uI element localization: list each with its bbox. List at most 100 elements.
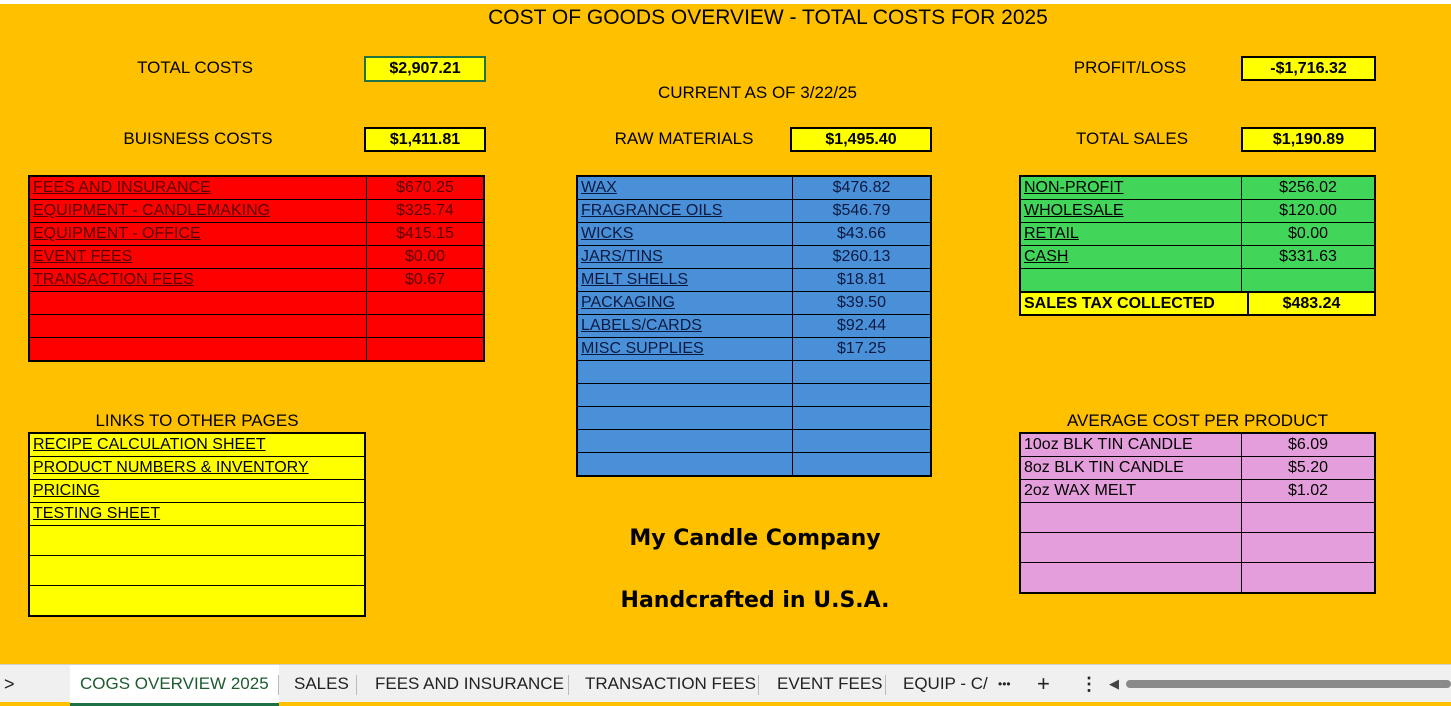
empty-cell[interactable]	[28, 555, 366, 586]
product-avg-cost[interactable]: $1.02	[1241, 479, 1376, 503]
raw-material-link[interactable]: MISC SUPPLIES	[576, 337, 793, 361]
sales-tax-value[interactable]: $483.24	[1282, 294, 1341, 312]
empty-cell[interactable]	[1241, 502, 1376, 533]
table-row: 10oz BLK TIN CANDLE $6.09	[1019, 432, 1376, 457]
empty-cell[interactable]	[576, 383, 793, 407]
sales-value[interactable]: $0.00	[1241, 222, 1376, 246]
sheet-nav-left-icon[interactable]: >	[4, 673, 15, 694]
raw-material-link[interactable]: FRAGRANCE OILS	[576, 199, 793, 223]
empty-cell[interactable]	[1241, 562, 1376, 594]
empty-cell[interactable]	[366, 314, 485, 338]
table-row: FEES AND INSURANCE $670.25	[28, 175, 485, 200]
add-sheet-icon[interactable]: +	[1037, 671, 1050, 696]
table-row: WICKS $43.66	[576, 222, 932, 246]
empty-cell[interactable]	[28, 585, 366, 617]
empty-cell[interactable]	[1019, 502, 1242, 533]
product-name[interactable]: 2oz WAX MELT	[1019, 479, 1242, 503]
raw-material-value[interactable]: $17.25	[792, 337, 932, 361]
sheet-tab-bar: > COGS OVERVIEW 2025 SALES FEES AND INSU…	[0, 664, 1451, 706]
link-product-numbers[interactable]: PRODUCT NUMBERS & INVENTORY	[28, 456, 366, 480]
tab-event-fees[interactable]: EVENT FEES	[777, 674, 883, 693]
raw-material-value[interactable]: $476.82	[792, 175, 932, 200]
raw-material-link[interactable]: WICKS	[576, 222, 793, 246]
business-cost-link[interactable]: TRANSACTION FEES	[28, 268, 367, 292]
sales-value[interactable]: $331.63	[1241, 245, 1376, 269]
sales-link[interactable]: WHOLESALE	[1019, 199, 1242, 223]
tab-fees-and-insurance[interactable]: FEES AND INSURANCE	[375, 674, 564, 693]
sheet-menu-icon[interactable]: ⋮	[1080, 673, 1098, 694]
total-sales-value[interactable]: $1,190.89	[1241, 127, 1376, 152]
horizontal-scrollbar[interactable]	[1126, 680, 1451, 688]
empty-cell[interactable]	[1019, 268, 1242, 293]
scroll-left-icon[interactable]: ◀	[1109, 676, 1119, 691]
more-tabs-icon[interactable]: •••	[998, 677, 1011, 691]
tab-equip[interactable]: EQUIP - C/	[903, 674, 988, 693]
tab-transaction-fees[interactable]: TRANSACTION FEES	[585, 674, 756, 693]
sales-link[interactable]: RETAIL	[1019, 222, 1242, 246]
tab-divider	[885, 675, 886, 695]
raw-material-value[interactable]: $92.44	[792, 314, 932, 338]
empty-cell[interactable]	[1241, 268, 1376, 293]
business-cost-link[interactable]: EVENT FEES	[28, 245, 367, 269]
empty-cell[interactable]	[792, 383, 932, 407]
product-name[interactable]: 8oz BLK TIN CANDLE	[1019, 456, 1242, 480]
sales-link[interactable]: NON-PROFIT	[1019, 175, 1242, 200]
empty-cell[interactable]	[792, 360, 932, 384]
empty-cell[interactable]	[28, 291, 367, 315]
sales-value[interactable]: $120.00	[1241, 199, 1376, 223]
business-cost-link[interactable]: FEES AND INSURANCE	[28, 175, 367, 200]
empty-cell[interactable]	[576, 360, 793, 384]
business-cost-link[interactable]: EQUIPMENT - OFFICE	[28, 222, 367, 246]
empty-cell[interactable]	[1019, 562, 1242, 594]
raw-material-value[interactable]: $260.13	[792, 245, 932, 269]
business-cost-value[interactable]: $0.67	[366, 268, 485, 292]
product-name[interactable]: 10oz BLK TIN CANDLE	[1019, 432, 1242, 457]
tab-sales[interactable]: SALES	[294, 674, 349, 693]
business-cost-link[interactable]: EQUIPMENT - CANDLEMAKING	[28, 199, 367, 223]
product-avg-cost[interactable]: $6.09	[1241, 432, 1376, 457]
empty-cell[interactable]	[366, 291, 485, 315]
raw-materials-value[interactable]: $1,495.40	[790, 127, 932, 152]
empty-cell[interactable]	[1241, 532, 1376, 563]
business-cost-value[interactable]: $415.15	[366, 222, 485, 246]
empty-cell[interactable]	[28, 525, 366, 556]
raw-material-value[interactable]: $39.50	[792, 291, 932, 315]
tab-cogs-overview[interactable]: COGS OVERVIEW 2025	[70, 665, 279, 706]
raw-material-value[interactable]: $43.66	[792, 222, 932, 246]
empty-cell[interactable]	[792, 406, 932, 430]
empty-cell[interactable]	[576, 406, 793, 430]
business-costs-value[interactable]: $1,411.81	[364, 127, 486, 152]
product-avg-cost[interactable]: $5.20	[1241, 456, 1376, 480]
total-costs-value[interactable]: $2,907.21	[364, 56, 486, 82]
raw-material-value[interactable]: $18.81	[792, 268, 932, 292]
empty-cell[interactable]	[576, 429, 793, 453]
raw-material-link[interactable]: WAX	[576, 175, 793, 200]
page-title: COST OF GOODS OVERVIEW - TOTAL COSTS FOR…	[488, 6, 1048, 29]
business-cost-value[interactable]: $0.00	[366, 245, 485, 269]
table-row: TESTING SHEET	[28, 502, 366, 526]
empty-cell[interactable]	[792, 429, 932, 453]
raw-material-link[interactable]: PACKAGING	[576, 291, 793, 315]
link-testing-sheet[interactable]: TESTING SHEET	[28, 502, 366, 526]
table-row: LABELS/CARDS $92.44	[576, 314, 932, 338]
raw-materials-label: RAW MATERIALS	[614, 129, 754, 148]
link-pricing[interactable]: PRICING	[28, 479, 366, 503]
link-recipe-calculation[interactable]: RECIPE CALCULATION SHEET	[28, 432, 366, 457]
empty-cell[interactable]	[576, 452, 793, 477]
empty-cell[interactable]	[28, 337, 367, 362]
sales-tax-label[interactable]: SALES TAX COLLECTED	[1021, 293, 1249, 314]
sales-value[interactable]: $256.02	[1241, 175, 1376, 200]
raw-material-link[interactable]: JARS/TINS	[576, 245, 793, 269]
raw-material-value[interactable]: $546.79	[792, 199, 932, 223]
raw-material-link[interactable]: LABELS/CARDS	[576, 314, 793, 338]
profit-loss-value[interactable]: -$1,716.32	[1241, 56, 1376, 81]
table-row	[576, 360, 932, 384]
business-cost-value[interactable]: $325.74	[366, 199, 485, 223]
empty-cell[interactable]	[1019, 532, 1242, 563]
business-cost-value[interactable]: $670.25	[366, 175, 485, 200]
raw-material-link[interactable]: MELT SHELLS	[576, 268, 793, 292]
empty-cell[interactable]	[28, 314, 367, 338]
sales-link[interactable]: CASH	[1019, 245, 1242, 269]
empty-cell[interactable]	[366, 337, 485, 362]
empty-cell[interactable]	[792, 452, 932, 477]
